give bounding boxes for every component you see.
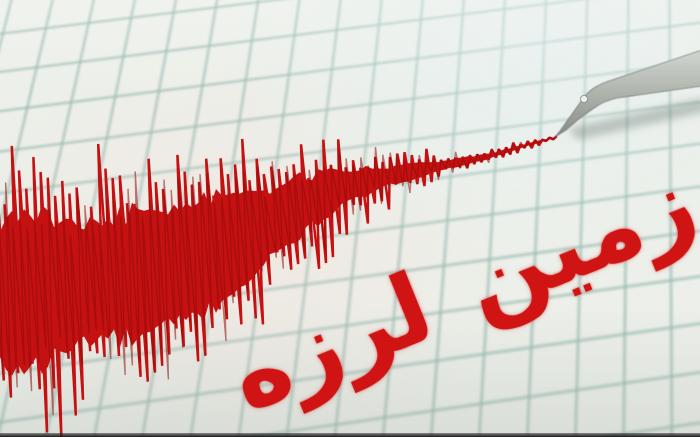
trace-needles-dark xyxy=(0,135,558,416)
pen-shaft xyxy=(554,50,700,138)
bottom-border xyxy=(0,433,700,437)
pen-pivot-hole xyxy=(580,95,589,104)
pen-shadow xyxy=(568,99,700,140)
